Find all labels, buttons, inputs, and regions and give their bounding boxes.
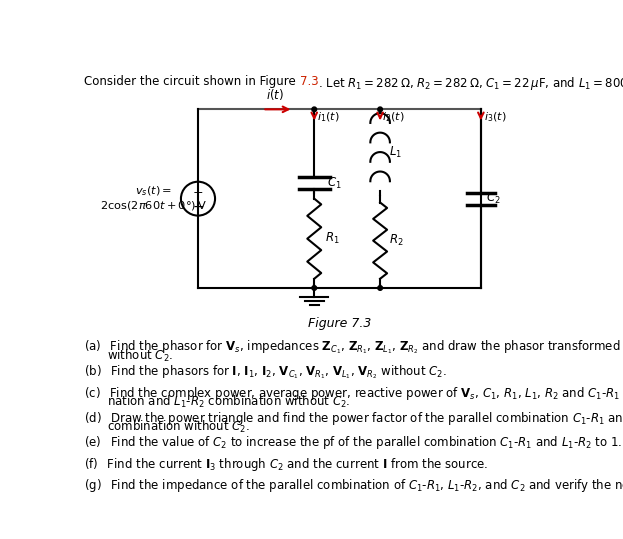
Text: $i(t)$: $i(t)$ [265, 87, 283, 102]
Text: $i_1(t)$: $i_1(t)$ [316, 110, 339, 124]
Text: $i_3(t)$: $i_3(t)$ [484, 110, 506, 124]
Text: 7.3: 7.3 [300, 75, 318, 88]
Text: (f)  Find the current $\mathbf{I}_3$ through $C_2$ and the current $\mathbf{I}$ : (f) Find the current $\mathbf{I}_3$ thro… [84, 456, 488, 473]
Text: (c)  Find the complex power, average power, reactive power of $\mathbf{V}_s$, $C: (c) Find the complex power, average powe… [84, 385, 623, 402]
Text: −: − [192, 199, 204, 213]
Circle shape [378, 107, 383, 112]
Text: $v_s(t) =$: $v_s(t) =$ [135, 184, 171, 198]
Text: Consider the circuit shown in Figure: Consider the circuit shown in Figure [84, 75, 300, 88]
Text: $R_2$: $R_2$ [389, 233, 404, 248]
Circle shape [378, 286, 383, 291]
Text: nation and $L_1$-$R_2$ combination without $C_2$.: nation and $L_1$-$R_2$ combination witho… [107, 394, 351, 410]
Text: $2\cos(2\pi 60t + 0°)\,$V: $2\cos(2\pi 60t + 0°)\,$V [100, 199, 206, 212]
Text: . Let $R_1 = 282\,\Omega$, $R_2 = 282\,\Omega$, $C_1 = 22\,\mu$F, and $L_1 = 800: . Let $R_1 = 282\,\Omega$, $R_2 = 282\,\… [318, 75, 623, 92]
Text: without $C_2$.: without $C_2$. [107, 348, 174, 364]
Text: $C_1$: $C_1$ [326, 176, 341, 191]
Text: $i_2(t)$: $i_2(t)$ [383, 110, 405, 124]
Text: $C_2$: $C_2$ [485, 191, 500, 206]
Text: (g)  Find the impedance of the parallel combination of $C_1$-$R_1$, $L_1$-$R_2$,: (g) Find the impedance of the parallel c… [84, 478, 623, 494]
Text: (d)  Draw the power triangle and find the power factor of the parallel combinati: (d) Draw the power triangle and find the… [84, 410, 623, 427]
Text: (e)  Find the value of $C_2$ to increase the pf of the parallel combination $C_1: (e) Find the value of $C_2$ to increase … [84, 434, 622, 451]
Circle shape [312, 107, 316, 112]
Text: (a)  Find the phasor for $\mathbf{V}_s$, impedances $\mathbf{Z}_{C_1}$, $\mathbf: (a) Find the phasor for $\mathbf{V}_s$, … [84, 339, 623, 356]
Text: $L_1$: $L_1$ [389, 144, 402, 160]
Text: combination without $C_2$.: combination without $C_2$. [107, 419, 250, 435]
Text: (b)  Find the phasors for $\mathbf{I}$, $\mathbf{I}_1$, $\mathbf{I}_2$, $\mathbf: (b) Find the phasors for $\mathbf{I}$, $… [84, 363, 447, 381]
Circle shape [312, 286, 316, 291]
Text: Figure 7.3: Figure 7.3 [308, 317, 371, 330]
Text: $R_1$: $R_1$ [325, 231, 340, 246]
Text: +: + [193, 186, 203, 199]
